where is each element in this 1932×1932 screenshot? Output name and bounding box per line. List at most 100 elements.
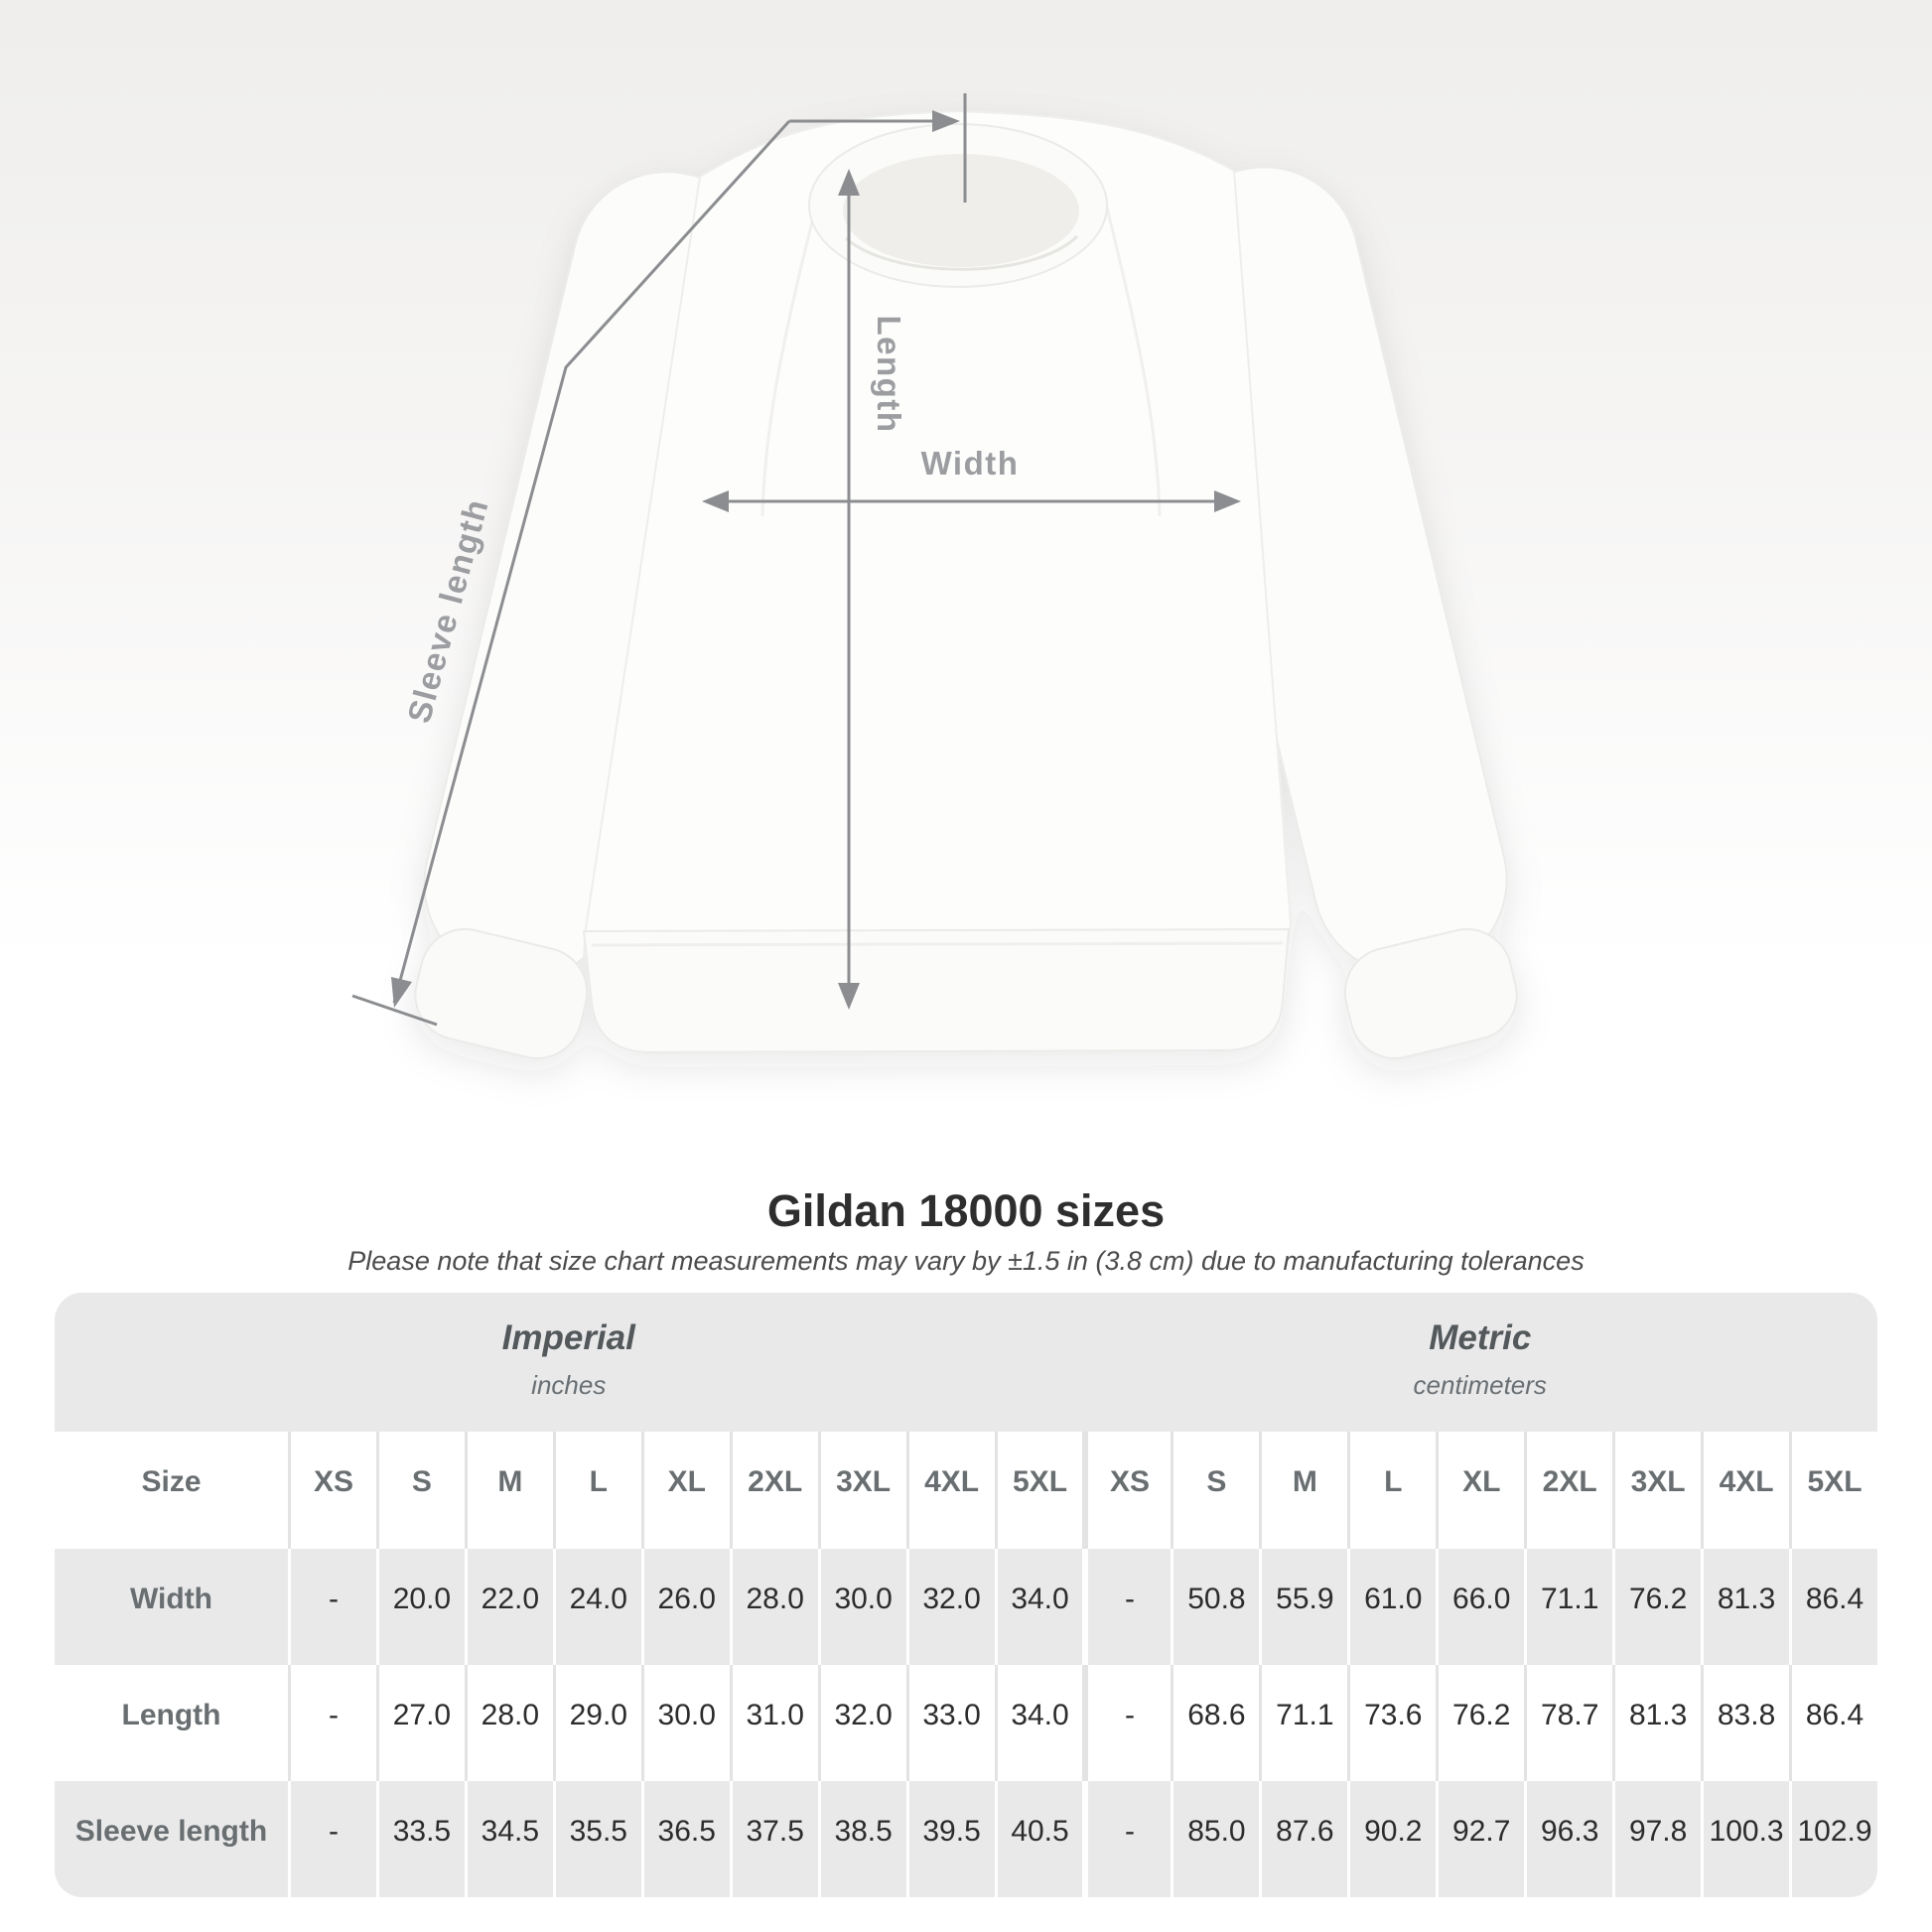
size-header-imperial-2xl: 2XL xyxy=(729,1432,818,1550)
measurement-row-label: Length xyxy=(121,1698,221,1731)
collar-seam xyxy=(845,234,1079,271)
size-header-metric-2xl: 2XL xyxy=(1524,1432,1612,1550)
size-table: Imperial inches Metric centimeters Size X… xyxy=(55,1293,1878,1898)
imperial-value-cell: 39.5 xyxy=(905,1781,995,1898)
metric-group-title: Metric xyxy=(1429,1317,1532,1357)
left-cuff xyxy=(414,927,589,1060)
size-header-imperial-m: M xyxy=(464,1432,553,1550)
imperial-value-cell: 40.5 xyxy=(994,1781,1083,1898)
metric-value-cell: 81.3 xyxy=(1612,1665,1701,1782)
imperial-value-cell: 38.5 xyxy=(817,1781,906,1898)
size-header-metric-5xl: 5XL xyxy=(1789,1432,1877,1550)
size-header-imperial-s: S xyxy=(375,1432,465,1550)
imperial-value-cell: 20.0 xyxy=(375,1549,465,1666)
page-subtitle: Please note that size chart measurements… xyxy=(347,1245,1585,1276)
metric-value-cell: 55.9 xyxy=(1259,1549,1347,1666)
size-header-imperial-5xl: 5XL xyxy=(994,1432,1083,1550)
metric-value-cell: 71.1 xyxy=(1259,1665,1347,1782)
metric-value-cell: - xyxy=(1082,1665,1171,1782)
arrow-right2-icon xyxy=(1214,490,1241,512)
unit-group-band: Imperial inches Metric centimeters xyxy=(55,1293,1878,1433)
arrowheads xyxy=(391,110,1241,1010)
metric-value-cell: 102.9 xyxy=(1789,1781,1877,1898)
metric-value-cell: 50.8 xyxy=(1171,1549,1259,1666)
length-annotation-label: Length xyxy=(871,316,907,434)
imperial-value-cell: 24.0 xyxy=(552,1549,641,1666)
size-header-metric-xl: XL xyxy=(1436,1432,1524,1550)
metric-value-cell: 92.7 xyxy=(1436,1781,1524,1898)
metric-value-cell: 76.2 xyxy=(1436,1665,1524,1782)
metric-value-cell: 90.2 xyxy=(1347,1781,1436,1898)
size-header-imperial-xs: XS xyxy=(288,1432,376,1550)
sweatshirt-illustration: Length Width Sleeve length xyxy=(351,93,1518,1060)
imperial-value-cell: - xyxy=(288,1665,376,1782)
metric-value-cell: 86.4 xyxy=(1789,1549,1877,1666)
size-header-metric-s: S xyxy=(1171,1432,1259,1550)
size-header-imperial-3xl: 3XL xyxy=(817,1432,906,1550)
imperial-value-cell: 30.0 xyxy=(640,1665,730,1782)
imperial-value-cell: 26.0 xyxy=(640,1549,730,1666)
garment-diagram: Length Width Sleeve length xyxy=(0,0,1932,1172)
imperial-value-cell: 34.5 xyxy=(464,1781,553,1898)
table-row-width: Width -20.0 22.0 24.0 26.0 28.0 30.0 32.0 34.0-5… xyxy=(55,1549,1877,1666)
metric-group-unit: centimeters xyxy=(1413,1369,1547,1400)
right-shoulder-seam xyxy=(1098,180,1162,517)
imperial-value-cell: 28.0 xyxy=(464,1665,553,1782)
measurement-row-label: Sleeve length xyxy=(74,1814,268,1848)
hem-seam xyxy=(591,941,1284,947)
imperial-value-cell: 32.0 xyxy=(817,1665,906,1782)
imperial-value-cell: - xyxy=(288,1549,376,1666)
imperial-group-title: Imperial xyxy=(501,1317,635,1357)
size-header-metric-3xl: 3XL xyxy=(1612,1432,1701,1550)
imperial-value-cell: 35.5 xyxy=(552,1781,641,1898)
metric-value-cell: 76.2 xyxy=(1612,1549,1701,1666)
size-header-row: Size XS S M L XL 2XL 3XL 4XL 5XL XS S M L XL 2XL 3XL 4XL 5… xyxy=(55,1432,1877,1550)
imperial-group-header: Imperial inches xyxy=(55,1293,1083,1432)
metric-value-cell: 66.0 xyxy=(1436,1549,1524,1666)
sleeve-end-tick xyxy=(351,994,438,1027)
size-header-metric-l: L xyxy=(1347,1432,1436,1550)
sleeve-length-line xyxy=(392,119,791,1004)
metric-value-cell: 86.4 xyxy=(1789,1665,1877,1782)
imperial-value-cell: 27.0 xyxy=(375,1665,465,1782)
imperial-value-cell: 34.0 xyxy=(994,1665,1083,1782)
measurement-row-label: Width xyxy=(129,1582,213,1615)
size-header-metric-4xl: 4XL xyxy=(1701,1432,1789,1550)
imperial-value-cell: 33.0 xyxy=(905,1665,995,1782)
arrow-right-icon xyxy=(932,110,960,132)
metric-value-cell: - xyxy=(1082,1781,1171,1898)
arrow-left-icon xyxy=(702,490,729,512)
imperial-value-cell: 32.0 xyxy=(905,1549,995,1666)
title-block: Gildan 18000 sizes Please note that size… xyxy=(0,1185,1932,1277)
imperial-group-unit: inches xyxy=(531,1369,607,1400)
metric-value-cell: 83.8 xyxy=(1701,1665,1789,1782)
metric-value-cell: 96.3 xyxy=(1524,1781,1612,1898)
arrow-down-icon xyxy=(838,983,860,1010)
metric-value-cell: 87.6 xyxy=(1259,1781,1347,1898)
sweatshirt xyxy=(414,109,1518,1060)
metric-value-cell: 97.8 xyxy=(1612,1781,1701,1898)
imperial-value-cell: 28.0 xyxy=(729,1549,818,1666)
imperial-value-cell: 30.0 xyxy=(817,1549,906,1666)
imperial-value-cell: 33.5 xyxy=(375,1781,465,1898)
metric-group-header: Metric centimeters xyxy=(1083,1293,1878,1432)
imperial-value-cell: - xyxy=(288,1781,376,1898)
size-header-metric-m: M xyxy=(1259,1432,1347,1550)
metric-value-cell: 100.3 xyxy=(1701,1781,1789,1898)
imperial-value-cell: 29.0 xyxy=(552,1665,641,1782)
metric-value-cell: 78.7 xyxy=(1524,1665,1612,1782)
right-cuff xyxy=(1343,927,1518,1060)
metric-value-cell: 85.0 xyxy=(1171,1781,1259,1898)
imperial-value-cell: 31.0 xyxy=(729,1665,818,1782)
metric-value-cell: 73.6 xyxy=(1347,1665,1436,1782)
imperial-value-cell: 34.0 xyxy=(994,1549,1083,1666)
size-header-imperial-xl: XL xyxy=(640,1432,730,1550)
left-shoulder-seam xyxy=(760,183,824,517)
metric-value-cell: 68.6 xyxy=(1171,1665,1259,1782)
size-header-metric-xs: XS xyxy=(1082,1432,1171,1550)
width-annotation-label: Width xyxy=(921,445,1020,482)
page-title: Gildan 18000 sizes xyxy=(766,1185,1166,1236)
table-row-length: Length -27.0 28.0 29.0 30.0 31.0 32.0 33.0 34.0-… xyxy=(55,1665,1877,1782)
collar-opening xyxy=(843,154,1079,267)
size-column-label: Size xyxy=(141,1465,202,1499)
